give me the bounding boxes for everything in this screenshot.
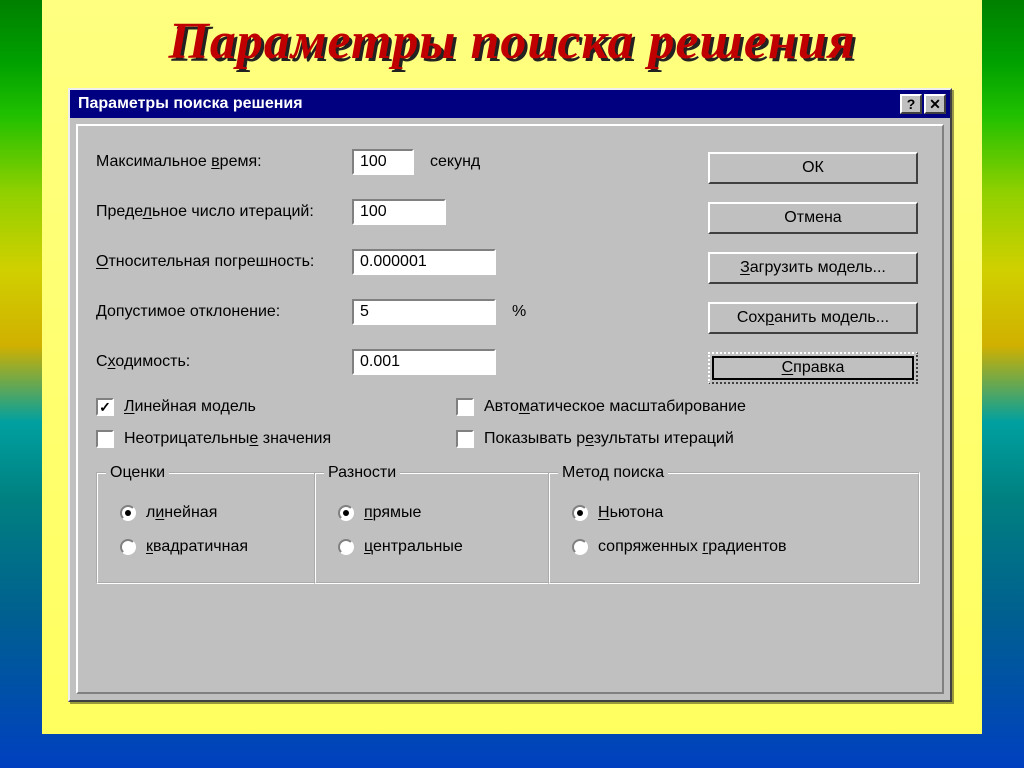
tolerance-unit: % bbox=[512, 303, 526, 321]
estimates-group: Оценки линейная квадратичная bbox=[96, 472, 316, 584]
radio-icon bbox=[572, 539, 588, 555]
iterations-label: Предельное число итераций: bbox=[96, 203, 352, 221]
convergence-input[interactable] bbox=[352, 349, 496, 375]
max-time-label: Максимальное время: bbox=[96, 153, 352, 171]
estimates-linear-radio[interactable]: линейная bbox=[120, 504, 300, 522]
search-newton-radio[interactable]: Ньютона bbox=[572, 504, 904, 522]
nonneg-checkbox[interactable]: Неотрицательные значения bbox=[96, 430, 456, 448]
estimates-quadratic-radio[interactable]: квадратичная bbox=[120, 538, 300, 556]
button-column: ОК Отмена Загрузить модель... Сохранить … bbox=[708, 152, 918, 384]
derivatives-forward-radio[interactable]: прямые bbox=[338, 504, 534, 522]
help-icon[interactable]: ? bbox=[900, 94, 922, 114]
search-method-legend: Метод поиска bbox=[558, 464, 668, 482]
titlebar: Параметры поиска решения ? ✕ bbox=[70, 90, 950, 118]
radio-icon bbox=[572, 505, 588, 521]
linear-model-checkbox[interactable]: ✓ Линейная модель bbox=[96, 398, 456, 416]
derivatives-group: Разности прямые центральные bbox=[314, 472, 550, 584]
estimates-legend: Оценки bbox=[106, 464, 169, 482]
show-iterations-checkbox[interactable]: Показывать результаты итераций bbox=[456, 430, 924, 448]
tolerance-label: Допустимое отклонение: bbox=[96, 303, 352, 321]
radio-icon bbox=[120, 539, 136, 555]
iterations-input[interactable] bbox=[352, 199, 446, 225]
close-icon[interactable]: ✕ bbox=[924, 94, 946, 114]
autoscale-checkbox[interactable]: Автоматическое масштабирование bbox=[456, 398, 924, 416]
dialog-client: ОК Отмена Загрузить модель... Сохранить … bbox=[76, 124, 944, 694]
tolerance-input[interactable] bbox=[352, 299, 496, 325]
radio-icon bbox=[338, 539, 354, 555]
derivatives-legend: Разности bbox=[324, 464, 400, 482]
ok-button[interactable]: ОК bbox=[708, 152, 918, 184]
search-conjugate-radio[interactable]: сопряженных градиентов bbox=[572, 538, 904, 556]
radio-icon bbox=[120, 505, 136, 521]
max-time-unit: секунд bbox=[430, 153, 480, 171]
radio-icon bbox=[338, 505, 354, 521]
checkbox-icon bbox=[96, 430, 114, 448]
help-button[interactable]: Справка bbox=[708, 352, 918, 384]
search-method-group: Метод поиска Ньютона сопряженных градиен… bbox=[548, 472, 920, 584]
load-model-button[interactable]: Загрузить модель... bbox=[708, 252, 918, 284]
checkbox-icon bbox=[456, 430, 474, 448]
cancel-button[interactable]: Отмена bbox=[708, 202, 918, 234]
precision-input[interactable] bbox=[352, 249, 496, 275]
checkbox-icon: ✓ bbox=[96, 398, 114, 416]
derivatives-central-radio[interactable]: центральные bbox=[338, 538, 534, 556]
precision-label: Относительная погрешность: bbox=[96, 253, 352, 271]
solver-options-dialog: Параметры поиска решения ? ✕ ОК Отмена З… bbox=[68, 88, 952, 702]
max-time-input[interactable] bbox=[352, 149, 414, 175]
convergence-label: Сходимость: bbox=[96, 353, 352, 371]
dialog-title: Параметры поиска решения bbox=[78, 95, 898, 113]
checkbox-icon bbox=[456, 398, 474, 416]
save-model-button[interactable]: Сохранить модель... bbox=[708, 302, 918, 334]
slide-title: Параметры поиска решения bbox=[0, 12, 1024, 71]
